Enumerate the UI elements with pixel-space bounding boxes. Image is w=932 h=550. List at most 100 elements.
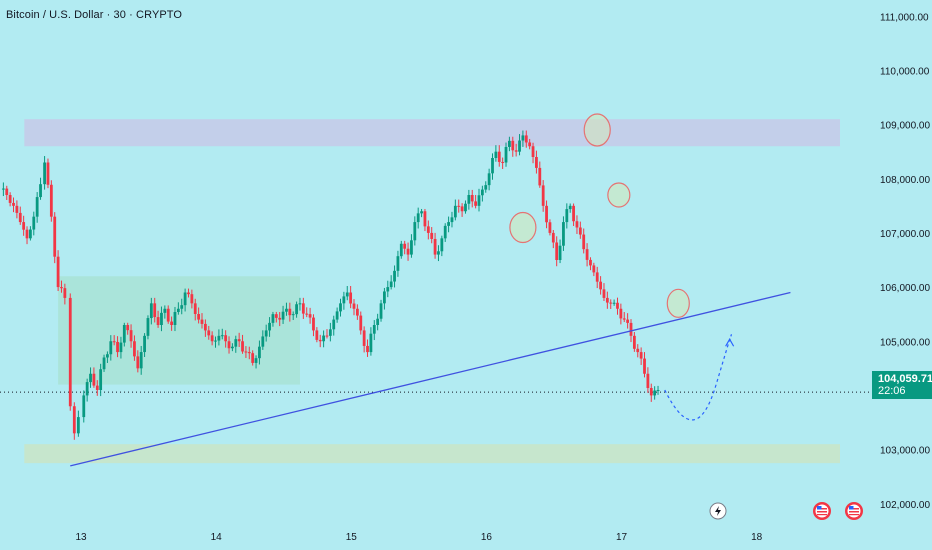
- candle-body: [109, 341, 113, 355]
- candle-body: [437, 251, 440, 255]
- candle-body: [122, 325, 126, 343]
- y-tick-label: 107,000.00: [880, 229, 930, 240]
- candle-body: [643, 358, 646, 374]
- candle-body: [170, 321, 173, 325]
- candle-body: [335, 311, 339, 320]
- candle-body: [497, 151, 501, 162]
- candle-body: [53, 216, 57, 257]
- candle-body: [25, 229, 29, 239]
- candle-body: [396, 256, 400, 271]
- us-flag-stripe: [849, 511, 859, 513]
- candle-body: [426, 226, 430, 233]
- candle-body: [345, 292, 349, 297]
- lines-layer: [70, 291, 791, 467]
- candle-body: [281, 311, 285, 320]
- candle-body: [639, 352, 643, 359]
- candle-body: [420, 211, 423, 214]
- candle-body: [474, 201, 478, 206]
- zones-layer: [0, 119, 872, 464]
- candle-body: [578, 227, 582, 235]
- candle-body: [636, 348, 640, 353]
- candle-body: [220, 335, 224, 337]
- highlight-circle: [583, 113, 611, 147]
- candle-body: [646, 373, 650, 389]
- candle-body: [342, 296, 346, 304]
- candle-body: [278, 317, 282, 320]
- us-flag-stripe: [849, 514, 859, 516]
- highlight-circle: [509, 211, 537, 244]
- us-flag-stripe: [817, 514, 827, 516]
- candle-body: [15, 205, 19, 213]
- candle-body: [247, 352, 251, 354]
- candle-body: [126, 325, 130, 331]
- candle-body: [622, 318, 626, 320]
- candle-body: [207, 330, 211, 336]
- y-tick-label: 105,000.00: [880, 337, 930, 348]
- candle-body: [193, 303, 197, 315]
- us-flag-stripe: [817, 511, 827, 513]
- candle-body: [548, 222, 552, 233]
- chart-title: Bitcoin / U.S. Dollar · 30 · CRYPTO: [6, 9, 183, 21]
- candle-body: [528, 142, 532, 147]
- candle-body: [501, 161, 505, 163]
- candle-body: [487, 173, 491, 186]
- candle-body: [153, 303, 157, 318]
- range-box: [58, 276, 300, 385]
- candle-body: [99, 369, 103, 390]
- candle-body: [514, 150, 518, 152]
- x-tick-label: 13: [76, 532, 88, 543]
- candle-body: [301, 303, 305, 314]
- y-tick-label: 108,000.00: [880, 175, 930, 186]
- highlight-circle: [607, 182, 631, 208]
- us-flag-icon: [845, 502, 863, 520]
- y-tick-label: 102,000.00: [880, 500, 930, 511]
- candle-body: [8, 195, 12, 203]
- candle-body: [35, 197, 39, 217]
- candle-body: [403, 243, 407, 249]
- circles-layer: [509, 113, 690, 318]
- candle-body: [592, 265, 596, 273]
- candle-body: [197, 314, 201, 320]
- highlight-circle: [666, 288, 690, 318]
- x-tick-label: 17: [616, 532, 628, 543]
- candle-body: [410, 240, 413, 255]
- candle-body: [258, 346, 261, 359]
- candle-body: [46, 162, 50, 185]
- candle-body: [183, 292, 187, 306]
- candle-body: [339, 303, 342, 312]
- candle-body: [366, 345, 369, 353]
- candle-body: [494, 151, 498, 159]
- candle-body: [416, 213, 420, 223]
- candle-body: [60, 287, 63, 289]
- candle-body: [585, 249, 589, 260]
- candle-body: [386, 287, 390, 292]
- candle-body: [251, 353, 255, 363]
- candle-body: [443, 225, 447, 239]
- x-tick-label: 16: [481, 532, 493, 543]
- lightning-icon-glyph: [715, 506, 721, 516]
- candle-body: [22, 222, 26, 230]
- candle-body: [49, 184, 53, 217]
- candle-body: [541, 185, 545, 206]
- candle-body: [112, 341, 116, 343]
- candle-body: [180, 305, 184, 309]
- candle-body: [190, 294, 194, 304]
- projection-arrowhead: [725, 338, 735, 347]
- candle-body: [305, 313, 309, 315]
- candle-body: [1, 188, 5, 190]
- candle-body: [156, 317, 160, 325]
- candle-body: [214, 340, 217, 342]
- candle-body: [605, 297, 609, 303]
- projection-path: [664, 334, 732, 421]
- candle-body: [318, 339, 322, 342]
- candle-body: [524, 135, 528, 143]
- candle-body: [484, 185, 488, 190]
- candle-body: [116, 341, 119, 353]
- candle-body: [413, 222, 417, 241]
- candle-body: [389, 281, 393, 288]
- candle-body: [271, 314, 275, 323]
- candle-body: [133, 341, 136, 357]
- candle-body: [173, 312, 177, 325]
- candle-body: [355, 308, 359, 316]
- candle-body: [210, 335, 214, 342]
